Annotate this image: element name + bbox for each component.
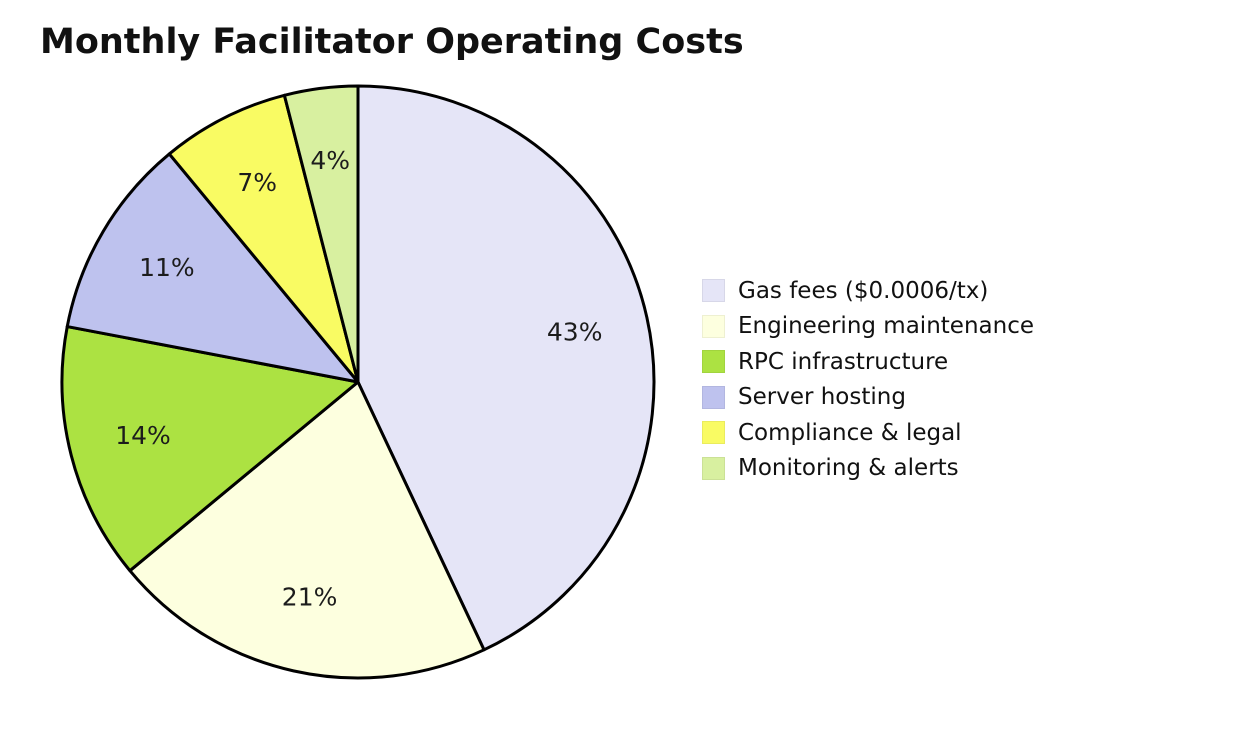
pie-slice-percent-label-server-hosting: 11% <box>139 253 195 282</box>
legend-label-rpc-infrastructure: RPC infrastructure <box>738 348 949 375</box>
chart-title: Monthly Facilitator Operating Costs <box>40 22 744 62</box>
legend-swatch-gas-fees <box>702 279 725 303</box>
legend-item-engineering-maintenance: Engineering maintenance <box>702 309 1034 345</box>
pie-slice-percent-label-monitoring-alerts: 4% <box>310 146 350 175</box>
legend-label-engineering-maintenance: Engineering maintenance <box>738 313 1034 340</box>
legend-swatch-engineering-maintenance <box>702 314 725 338</box>
pie-slice-engineering-maintenance <box>128 380 486 680</box>
pie-slice-percent-label-gas-fees: 43% <box>547 318 603 347</box>
legend-swatch-server-hosting <box>702 385 725 409</box>
pie-slice-percent-label-engineering-maintenance: 21% <box>282 583 338 612</box>
legend-item-gas-fees: Gas fees ($0.0006/tx) <box>702 273 1034 309</box>
pie-slice-compliance-legal <box>167 93 360 384</box>
legend-label-compliance-legal: Compliance & legal <box>738 419 962 446</box>
legend: Gas fees ($0.0006/tx) Engineering mainten… <box>702 273 1034 486</box>
pie-slice-percent-label-rpc-infrastructure: 14% <box>115 421 171 450</box>
pie-slice-percent-label-compliance-legal: 7% <box>237 168 277 197</box>
legend-swatch-compliance-legal <box>702 421 725 445</box>
legend-item-server-hosting: Server hosting <box>702 380 1034 416</box>
pie-slice-monitoring-alerts <box>282 84 360 384</box>
legend-label-monitoring-alerts: Monitoring & alerts <box>738 455 959 482</box>
legend-swatch-rpc-infrastructure <box>702 350 725 374</box>
legend-label-gas-fees: Gas fees ($0.0006/tx) <box>738 277 989 304</box>
pie-slice-server-hosting <box>65 152 360 384</box>
legend-swatch-monitoring-alerts <box>702 456 725 480</box>
legend-item-rpc-infrastructure: RPC infrastructure <box>702 344 1034 380</box>
legend-item-compliance-legal: Compliance & legal <box>702 415 1034 451</box>
legend-item-monitoring-alerts: Monitoring & alerts <box>702 451 1034 487</box>
pie-slice-rpc-infrastructure <box>60 325 360 573</box>
legend-label-server-hosting: Server hosting <box>738 384 906 411</box>
pie-chart: 43% 21% 14% 11% 7% 4% <box>60 84 656 680</box>
pie-slice-gas-fees <box>356 84 656 652</box>
